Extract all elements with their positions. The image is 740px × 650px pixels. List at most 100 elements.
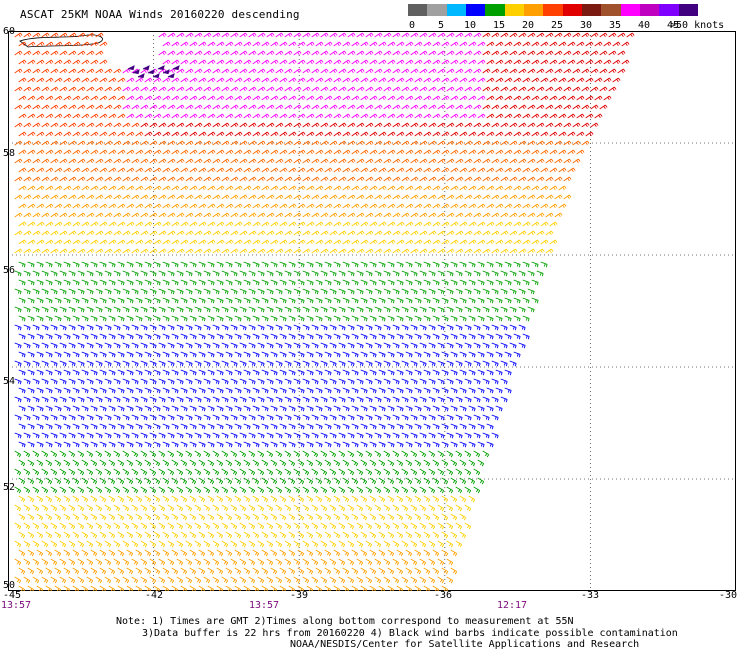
wind-barb bbox=[252, 131, 261, 137]
wind-barb bbox=[59, 212, 68, 218]
wind-barb bbox=[99, 279, 107, 286]
wind-barb bbox=[369, 531, 377, 539]
wind-barb bbox=[405, 113, 414, 119]
wind-barb bbox=[140, 212, 149, 218]
wind-barb bbox=[396, 405, 404, 412]
wind-barb bbox=[333, 549, 341, 557]
wind-barb bbox=[419, 270, 427, 277]
wind-barb bbox=[18, 513, 26, 521]
wind-barb bbox=[500, 176, 509, 182]
wind-barb bbox=[212, 270, 220, 277]
wind-barb bbox=[450, 41, 459, 47]
wind-barb bbox=[365, 68, 374, 74]
wind-barb bbox=[288, 585, 296, 591]
wind-barb bbox=[72, 221, 81, 227]
wind-barb bbox=[216, 221, 225, 227]
wind-barb bbox=[392, 360, 400, 367]
wind-barb bbox=[275, 248, 284, 254]
wind-barb bbox=[459, 77, 468, 83]
wind-barb bbox=[50, 342, 58, 349]
wind-barb bbox=[108, 495, 116, 503]
wind-barb bbox=[297, 279, 305, 286]
wind-barb bbox=[32, 432, 40, 439]
wind-barb bbox=[117, 459, 125, 467]
wind-barb bbox=[369, 387, 377, 394]
wind-barb bbox=[459, 221, 468, 227]
wind-barb bbox=[392, 270, 400, 277]
wind-barb bbox=[365, 248, 374, 254]
wind-barb bbox=[122, 140, 131, 146]
wind-barb bbox=[59, 450, 67, 458]
wind-barb bbox=[491, 140, 500, 146]
wind-barb bbox=[198, 279, 206, 286]
wind-barb bbox=[356, 158, 365, 164]
wind-barb bbox=[365, 212, 374, 218]
wind-barb bbox=[72, 77, 81, 83]
wind-barb bbox=[14, 104, 23, 110]
wind-barb bbox=[158, 432, 166, 439]
wind-barb bbox=[54, 495, 62, 503]
wind-barb bbox=[149, 176, 158, 182]
wind-barb bbox=[221, 414, 229, 421]
wind-barb bbox=[68, 360, 76, 367]
wind-barb bbox=[594, 95, 603, 101]
wind-barb-map bbox=[8, 31, 736, 591]
wind-barb bbox=[567, 59, 576, 65]
legend-swatch bbox=[408, 4, 428, 16]
wind-barb bbox=[158, 504, 166, 512]
wind-barb bbox=[279, 369, 287, 376]
wind-barb bbox=[401, 414, 409, 421]
wind-barb bbox=[522, 185, 531, 191]
wind-barb bbox=[441, 495, 449, 503]
wind-barb bbox=[95, 450, 103, 458]
wind-barb bbox=[437, 212, 446, 218]
wind-barb bbox=[185, 212, 194, 218]
wind-barb bbox=[144, 567, 152, 575]
wind-barb bbox=[198, 387, 206, 394]
wind-barb bbox=[216, 261, 224, 268]
wind-barb bbox=[167, 504, 175, 512]
wind-barb bbox=[225, 261, 233, 268]
wind-barb bbox=[455, 324, 463, 331]
wind-barb bbox=[464, 86, 473, 92]
wind-barb bbox=[351, 423, 359, 430]
wind-barb bbox=[369, 423, 377, 430]
wind-barb bbox=[212, 306, 220, 313]
wind-barb bbox=[14, 32, 23, 38]
wind-barb bbox=[212, 176, 221, 182]
wind-barb bbox=[554, 194, 563, 200]
wind-barb bbox=[419, 360, 427, 367]
wind-barb bbox=[450, 167, 459, 173]
wind-barb bbox=[306, 423, 314, 430]
wind-barb bbox=[167, 230, 176, 236]
wind-barb bbox=[36, 239, 45, 245]
wind-barb bbox=[167, 176, 176, 182]
wind-barb bbox=[140, 450, 148, 458]
wind-barb bbox=[54, 239, 63, 245]
wind-barb bbox=[387, 149, 396, 155]
note-line-3: NOAA/NESDIS/Center for Satellite Applica… bbox=[290, 639, 640, 650]
wind-barb bbox=[518, 270, 526, 277]
wind-barb bbox=[257, 86, 266, 92]
wind-barb bbox=[419, 450, 427, 458]
wind-barb bbox=[477, 185, 486, 191]
wind-barb bbox=[113, 396, 121, 403]
wind-barb bbox=[180, 167, 189, 173]
wind-barb bbox=[63, 239, 72, 245]
wind-barb bbox=[14, 432, 22, 439]
wind-barb bbox=[419, 176, 428, 182]
wind-barb bbox=[311, 288, 319, 295]
wind-barb bbox=[338, 432, 346, 439]
wind-barb bbox=[509, 230, 518, 236]
wind-barb bbox=[270, 113, 279, 119]
wind-barb bbox=[230, 270, 238, 277]
wind-barb bbox=[32, 450, 40, 458]
wind-barb bbox=[396, 221, 405, 227]
wind-barb bbox=[266, 140, 275, 146]
wind-barbs bbox=[14, 32, 635, 591]
wind-barb bbox=[131, 288, 139, 295]
wind-barb bbox=[351, 441, 359, 448]
wind-barb bbox=[239, 288, 247, 295]
wind-barb bbox=[545, 68, 554, 74]
wind-barb bbox=[45, 531, 53, 539]
